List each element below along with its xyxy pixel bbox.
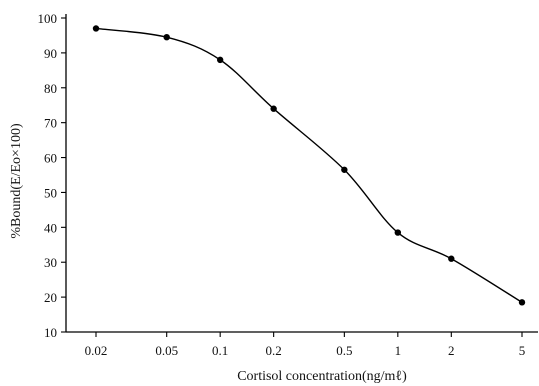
y-axis-title: %Bound(E/Eo×100) <box>9 123 24 239</box>
data-point <box>518 299 526 306</box>
y-tick-label: 50 <box>44 185 57 200</box>
y-tick-label: 20 <box>44 290 57 305</box>
x-axis-title: Cortisol concentration(ng/mℓ) <box>237 369 407 384</box>
data-point <box>341 166 348 173</box>
data-point <box>394 229 402 236</box>
x-tick-label: 5 <box>519 343 526 358</box>
y-tick-label: 10 <box>44 325 57 340</box>
data-point <box>163 33 170 41</box>
y-tick-label: 70 <box>44 116 57 131</box>
x-tick-label: 0.05 <box>155 343 178 358</box>
chart-axes <box>65 14 538 333</box>
x-tick-label: 0.5 <box>336 343 352 358</box>
data-point <box>216 56 224 64</box>
y-tick-label: 30 <box>44 255 57 270</box>
x-tick-label: 1 <box>395 343 402 358</box>
x-tick-label: 0.02 <box>85 343 108 358</box>
y-tick-label: 80 <box>44 81 57 96</box>
chart-ticks: 10 20 30 40 50 60 70 80 90 100 0.02 0.05 0.1 0.2 0.5 1 2… <box>38 11 526 358</box>
series-line <box>95 27 523 303</box>
y-tick-label: 40 <box>44 220 57 235</box>
x-tick-label: 0.2 <box>266 343 282 358</box>
x-tick-label: 0.1 <box>212 343 228 358</box>
y-tick-label: 60 <box>44 151 57 166</box>
y-tick-label: 100 <box>38 11 58 26</box>
chart-series <box>92 25 526 306</box>
x-tick-label: 2 <box>448 343 455 358</box>
data-point <box>92 25 100 32</box>
y-tick-label: 90 <box>44 46 57 61</box>
data-point <box>270 105 277 112</box>
data-point <box>448 255 455 262</box>
